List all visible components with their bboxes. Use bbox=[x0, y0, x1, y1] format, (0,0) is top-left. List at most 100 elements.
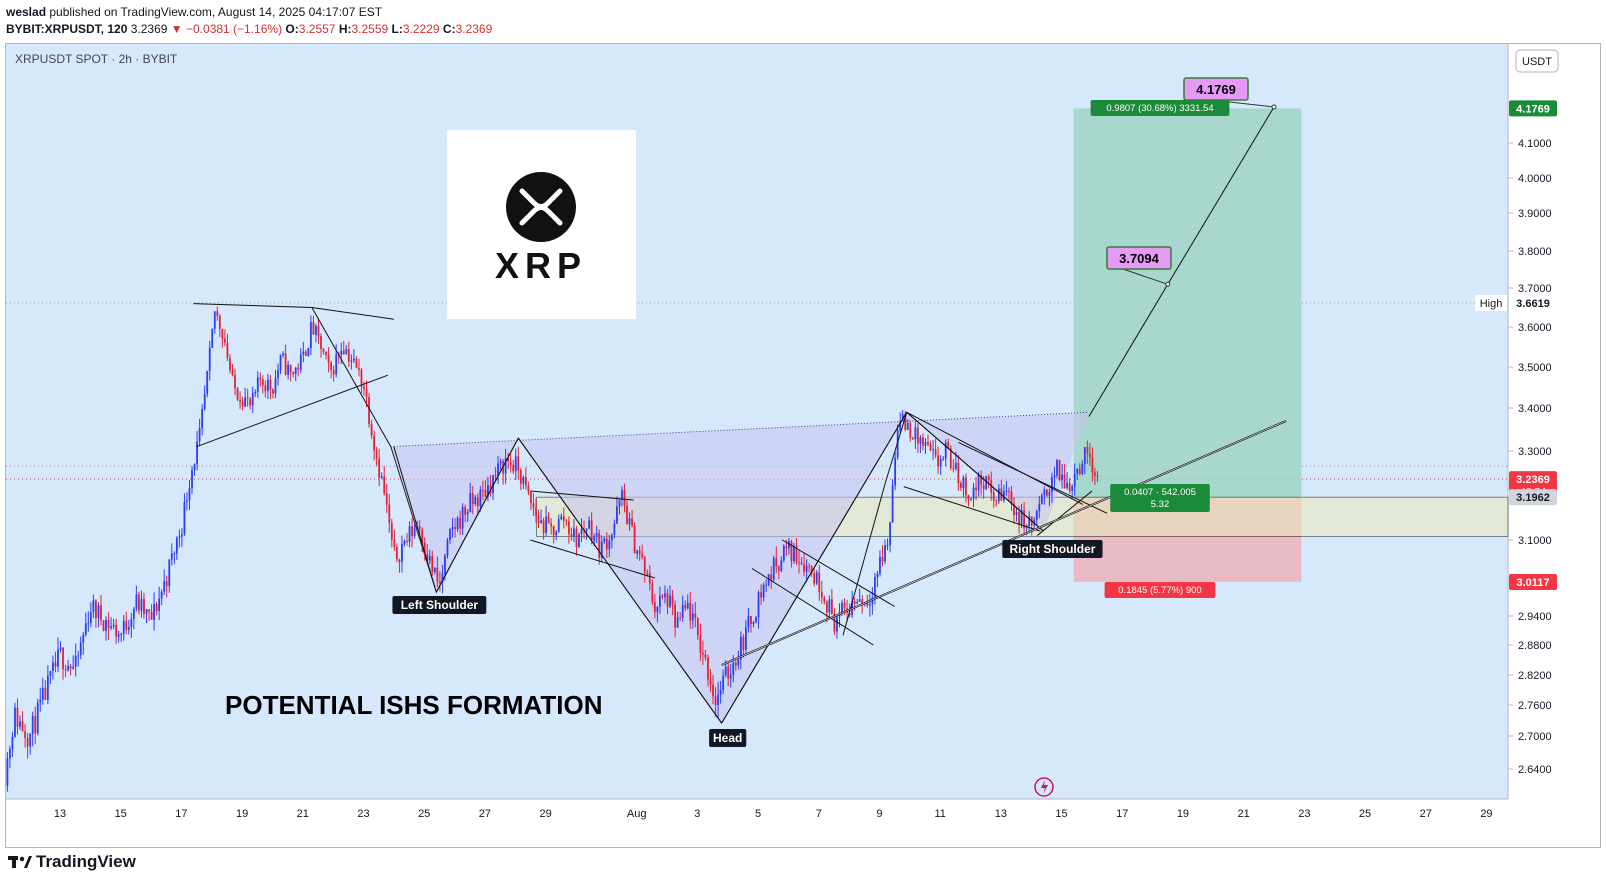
candle bbox=[727, 662, 730, 687]
open-value: 3.2557 bbox=[298, 22, 336, 36]
candles-layer bbox=[6, 306, 1099, 792]
candle-body bbox=[1010, 491, 1013, 504]
candle bbox=[135, 585, 138, 612]
candle bbox=[388, 494, 391, 533]
candle bbox=[132, 606, 135, 630]
entry-price-badge-bg bbox=[1509, 489, 1557, 506]
candle bbox=[383, 466, 386, 496]
candle-body bbox=[299, 354, 302, 370]
left-shoulder-leg-down bbox=[393, 446, 437, 593]
candle bbox=[595, 525, 598, 543]
tradingview-footer[interactable]: TradingView bbox=[8, 852, 136, 872]
candle bbox=[676, 611, 679, 628]
candle-body bbox=[383, 476, 386, 494]
time-axis[interactable]: 13 15 17 19 21 23 25 27 29 Aug 3 5 7 9 11 13 15 17 19 21 23 2… bbox=[54, 808, 1493, 820]
candle-body bbox=[140, 598, 143, 611]
candle-body bbox=[578, 534, 580, 547]
candle-body bbox=[211, 328, 214, 348]
candle-body bbox=[712, 684, 714, 697]
candle bbox=[975, 476, 977, 501]
candle-body bbox=[284, 353, 287, 375]
time-tick-label: 21 bbox=[1238, 808, 1250, 820]
stop-price-badge[interactable]: 3.0117 bbox=[1509, 573, 1557, 590]
candle bbox=[299, 348, 302, 374]
candle bbox=[686, 594, 689, 610]
candle bbox=[836, 614, 838, 639]
candle-body bbox=[170, 553, 173, 560]
channel-top-line bbox=[782, 539, 895, 607]
price-chart[interactable]: Left Shoulder Head Right Shoulder 3.7094 4.1… bbox=[6, 44, 1600, 847]
candle-body bbox=[788, 541, 790, 549]
candle bbox=[1073, 463, 1076, 496]
candle bbox=[653, 593, 656, 619]
candle bbox=[127, 619, 130, 635]
target-price-badge-bg bbox=[1509, 100, 1557, 117]
candle-body bbox=[451, 527, 454, 530]
candle bbox=[965, 473, 967, 503]
candle bbox=[26, 732, 29, 759]
candle bbox=[105, 616, 107, 641]
price-axis[interactable]: 4.1000 4.0000 3.9000 3.8000 3.7000 3.6000 3.50… bbox=[1475, 100, 1557, 776]
candle-body bbox=[132, 608, 135, 619]
head-label: Head bbox=[709, 729, 747, 747]
candle-body bbox=[431, 555, 434, 573]
candle-body bbox=[729, 674, 732, 679]
high-tag-text: High bbox=[1480, 298, 1503, 310]
candle bbox=[765, 579, 768, 593]
candle-body bbox=[1051, 477, 1053, 493]
candle bbox=[717, 682, 719, 718]
publisher-name[interactable]: weslad bbox=[6, 5, 47, 19]
target2-label-text: 4.1769 bbox=[1196, 82, 1236, 97]
candle bbox=[82, 631, 85, 655]
candle-body bbox=[1083, 447, 1086, 465]
candle-body bbox=[360, 369, 363, 387]
candle-body bbox=[481, 489, 484, 491]
candle bbox=[302, 341, 305, 363]
candle-body bbox=[545, 516, 548, 533]
candle-body bbox=[739, 636, 742, 660]
candle bbox=[972, 482, 975, 508]
candle-body bbox=[459, 517, 462, 529]
candle bbox=[517, 446, 520, 480]
candle bbox=[927, 434, 929, 447]
candle bbox=[1076, 468, 1079, 480]
candle bbox=[365, 380, 368, 407]
stop-price-badge-text: 3.0117 bbox=[1516, 577, 1549, 589]
candle bbox=[158, 586, 161, 621]
high-price-badge[interactable]: 3.6619 bbox=[1509, 294, 1557, 311]
candle-body bbox=[684, 604, 687, 609]
currency-button[interactable] bbox=[1515, 49, 1559, 73]
candle bbox=[1002, 484, 1005, 503]
candle-body bbox=[1028, 516, 1031, 526]
candle-body bbox=[562, 516, 565, 521]
candle bbox=[368, 392, 370, 428]
candle-body bbox=[1063, 474, 1066, 488]
candle-body bbox=[188, 488, 191, 501]
candle-body bbox=[719, 690, 722, 695]
candle bbox=[67, 660, 69, 672]
target1-label: 3.7094 bbox=[1106, 246, 1172, 287]
candle-body bbox=[818, 572, 821, 593]
candle-body bbox=[707, 657, 709, 680]
lightning-icon[interactable] bbox=[1034, 777, 1054, 797]
candle-body bbox=[1053, 475, 1056, 478]
candle-body bbox=[732, 662, 735, 675]
candle-body bbox=[82, 634, 85, 643]
candle bbox=[856, 598, 859, 604]
candle-body bbox=[153, 604, 155, 620]
candle bbox=[712, 674, 714, 705]
candle-body bbox=[315, 326, 317, 335]
candle-body bbox=[350, 360, 353, 362]
candle-body bbox=[158, 598, 161, 612]
candle-body bbox=[643, 557, 646, 573]
time-tick-label: Aug bbox=[627, 808, 647, 820]
entry-price-badge[interactable]: 3.1962 bbox=[1509, 489, 1557, 506]
candle bbox=[221, 328, 224, 348]
profit-stats-pill-text: 0.9807 (30.68%) 3331.54 bbox=[1106, 103, 1213, 114]
candle bbox=[347, 341, 350, 368]
candle bbox=[937, 446, 940, 474]
candle-body bbox=[26, 737, 29, 747]
candle-body bbox=[441, 573, 444, 583]
target-price-badge[interactable]: 4.1769 bbox=[1509, 100, 1557, 117]
candle-body bbox=[221, 329, 224, 339]
